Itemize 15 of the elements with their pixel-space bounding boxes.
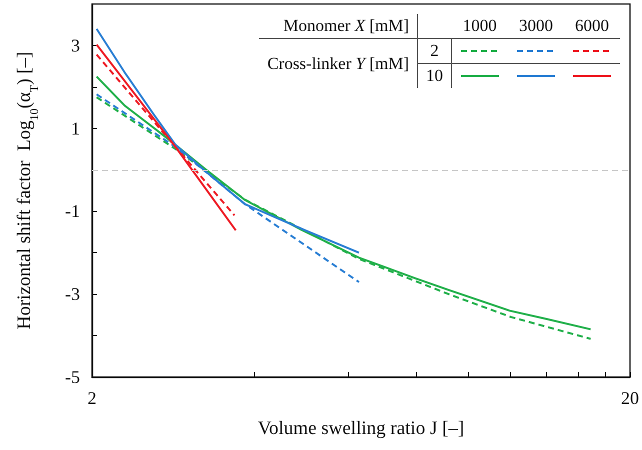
annotation: 6000 <box>564 14 620 38</box>
y-tick-label: -5 <box>65 367 80 387</box>
annotation: Cross-linker Y [mM] <box>259 38 418 88</box>
y-tick-label: -3 <box>65 284 80 304</box>
annotation: Monomer X [mM] <box>259 14 418 38</box>
y-axis-title: Horizontal shift factor Log10(αT) [–] <box>14 52 41 330</box>
annotation: 1000 <box>452 14 508 38</box>
y-tick-label: -1 <box>65 201 80 222</box>
annotation: 3000 <box>508 14 564 38</box>
annotation: 2 <box>418 38 452 64</box>
x-tick-label: 20 <box>621 388 639 408</box>
y-tick-label: 3 <box>71 35 80 56</box>
y-tick-label: 1 <box>71 118 80 138</box>
x-axis-title: Volume swelling ratio J [–] <box>258 418 464 439</box>
annotation: 10 <box>418 64 452 88</box>
